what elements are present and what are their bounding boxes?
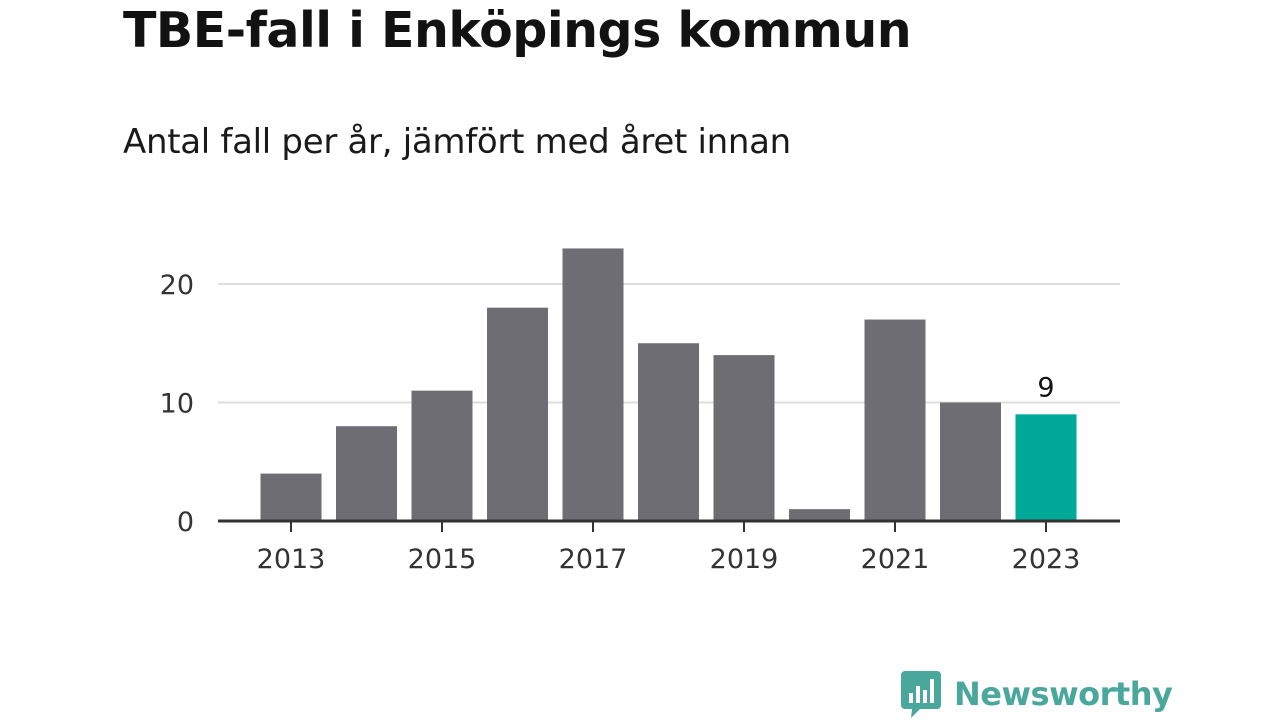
brand-name: Newsworthy: [954, 675, 1173, 713]
x-tick-label-2015: 2015: [408, 544, 477, 575]
x-tick-label-2017: 2017: [559, 544, 628, 575]
bar-2022: [940, 402, 1001, 521]
bar-2020: [789, 509, 850, 521]
x-tick-label-2019: 2019: [710, 544, 779, 575]
chart-title: TBE-fall i Enköpings kommun: [123, 2, 912, 59]
bar-2019: [713, 355, 775, 521]
x-axis-tick-labels: 2013 2015 2017 2019 2021 2023: [257, 544, 1081, 575]
data-labels: 9: [1037, 372, 1054, 403]
bar-2018: [638, 343, 699, 521]
y-axis-tick-labels: 0 10 20: [160, 270, 194, 538]
bar-2021: [864, 319, 926, 521]
newsworthy-logo-icon: [901, 671, 941, 718]
bars: [260, 248, 1077, 521]
y-tick-label-10: 10: [160, 389, 194, 420]
brand-logo: Newsworthy: [900, 668, 1173, 720]
x-axis: [218, 519, 1120, 532]
bar-chart: 0 10 20 2013 2015 2017 2019 2021 2023 9: [160, 248, 1120, 575]
data-label-2023: 9: [1037, 372, 1054, 403]
bar-2013: [260, 473, 322, 521]
x-tick-label-2023: 2023: [1012, 544, 1081, 575]
bar-2015: [411, 390, 473, 521]
y-tick-label-0: 0: [177, 507, 194, 538]
bar-2014: [336, 426, 397, 521]
chart-subtitle: Antal fall per år, jämfört med året inna…: [123, 122, 791, 162]
bar-2016: [487, 307, 548, 521]
x-tick-label-2021: 2021: [861, 544, 930, 575]
bar-2017: [562, 248, 624, 521]
y-tick-label-20: 20: [160, 270, 194, 301]
bar-2023: [1015, 414, 1077, 521]
x-tick-label-2013: 2013: [257, 544, 326, 575]
